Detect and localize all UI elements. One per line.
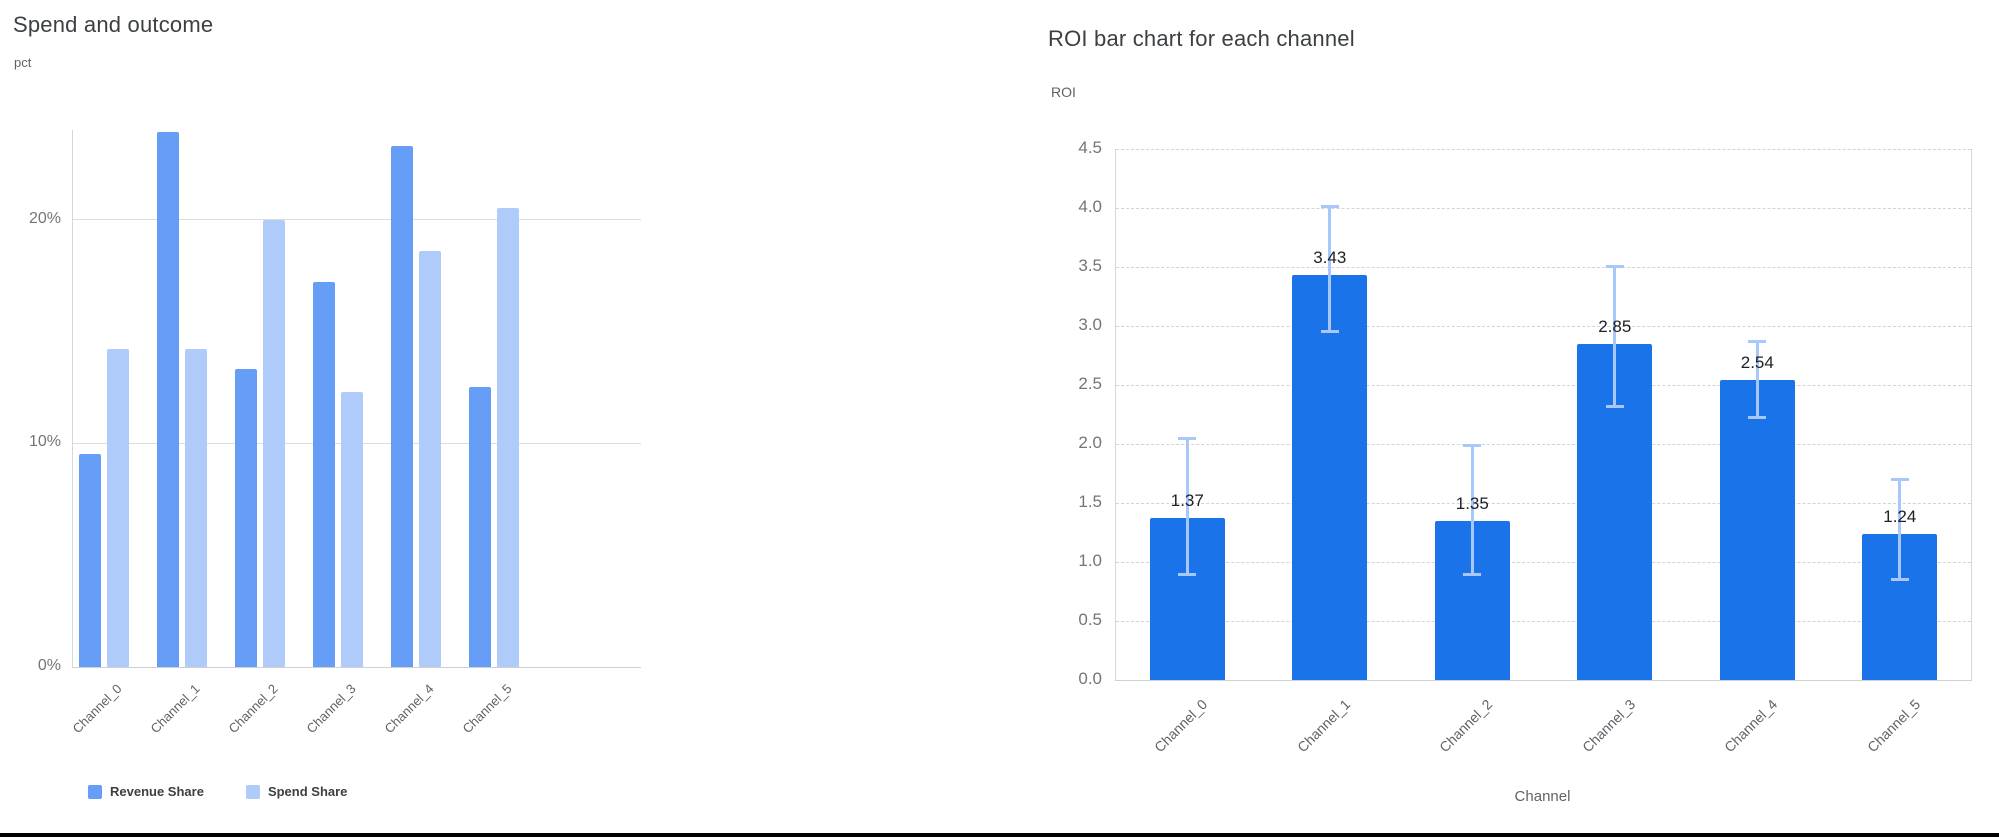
y-tick-label: 3.5 [1078,256,1102,275]
bar-value-label: 1.24 [1883,506,1917,526]
gridline [1116,562,1971,563]
y-tick-label: 4.5 [1078,138,1102,157]
legend-item-spend-share[interactable]: Spend Share [245,784,348,799]
error-bar-cap-bottom [1748,416,1767,419]
error-bar-cap-top [1890,478,1909,482]
bar-value-label: 2.85 [1598,316,1632,336]
bar-roi-channel-4[interactable] [1719,380,1795,680]
x-axis-label: Channel_1 [1293,696,1354,756]
bar-revenue-share-channel-0[interactable] [79,454,101,667]
y-tick-label: 0.0 [1078,669,1102,688]
y-tick-label: 20% [28,209,61,227]
error-bar-line [1755,341,1759,418]
left-y-axis-unit: pct [14,55,32,70]
bar-spend-share-channel-5[interactable] [497,208,519,667]
error-bar-line [1898,479,1902,580]
gridline [1116,149,1971,150]
y-tick-label: 3.0 [1078,315,1102,334]
error-bar-cap-top [1178,437,1197,441]
error-bar-cap-bottom [1463,573,1482,576]
gridline [1116,385,1971,386]
gridline [1116,503,1971,504]
error-bar-cap-top [1463,444,1482,448]
bar-value-label: 1.37 [1170,491,1204,511]
gridline [1116,444,1971,445]
bar-value-label: 3.43 [1313,248,1347,268]
right-y-axis-label: ROI [1051,84,1076,100]
bar-roi-channel-1[interactable] [1292,275,1368,680]
y-tick-label: 0.5 [1078,610,1102,629]
y-tick-label: 10% [28,433,61,451]
bar-spend-share-channel-3[interactable] [341,391,363,667]
bar-value-label: 2.54 [1740,353,1774,373]
error-bar-cap-bottom [1178,573,1197,576]
left-chart-title: Spend and outcome [13,12,214,37]
legend-label: Spend Share [267,784,348,799]
error-bar-line [1328,205,1332,332]
legend-label: Revenue Share [110,784,204,799]
revenue-share-swatch-icon [88,784,102,799]
y-tick-label: 2.0 [1078,433,1102,452]
y-tick-label: 4.0 [1078,197,1102,216]
gridline [73,219,641,220]
right-x-axis-title: Channel [1514,788,1571,805]
error-bar-cap-bottom [1320,329,1339,333]
gridline [1116,267,1971,268]
roi-plot-area: 0.0 0.5 1.0 1.5 2.0 2.5 3.0 3.5 4.0 4.5 1.37 3.43 1.… [1078,138,1972,755]
error-bar-cap-bottom [1605,405,1624,409]
bar-spend-share-channel-0[interactable] [107,349,129,667]
gridline [1116,326,1971,327]
y-tick-label: 1.0 [1078,551,1102,570]
y-tick-label: 1.5 [1078,492,1102,511]
window-bottom-frame [0,833,1999,837]
bar-spend-share-channel-4[interactable] [419,250,441,667]
left-chart-legend: Revenue Share Spend Share [88,784,347,799]
error-bar-line [1185,438,1189,575]
bar-revenue-share-channel-5[interactable] [469,387,491,667]
x-axis-label: Channel_5 [1863,696,1924,756]
error-bar-cap-top [1748,340,1767,344]
bar-revenue-share-channel-3[interactable] [313,282,335,667]
bar-spend-share-channel-1[interactable] [185,349,207,667]
y-tick-label: 2.5 [1078,374,1102,393]
error-bar-cap-top [1320,204,1339,208]
bar-value-label: 1.35 [1455,493,1489,513]
gridline [1116,208,1971,209]
error-bar-line [1613,265,1617,408]
x-axis-label: Channel_0 [1151,696,1211,756]
legend-item-revenue-share[interactable]: Revenue Share [88,784,204,799]
bar-spend-share-channel-2[interactable] [263,219,285,667]
bar-revenue-share-channel-2[interactable] [235,369,257,667]
error-bar-line [1470,445,1474,575]
bar-revenue-share-channel-1[interactable] [157,132,179,667]
bar-revenue-share-channel-4[interactable] [391,145,413,667]
right-chart-title: ROI bar chart for each channel [1048,26,1355,51]
error-bar-cap-bottom [1890,577,1909,581]
y-tick-label: 0% [37,657,61,674]
error-bar-cap-top [1605,264,1624,268]
spend-outcome-plot-area: 0% 10% 20% Channel_0 Channel_1 Channel_2 Chann… [29,130,641,736]
gridline [1116,621,1971,622]
spend-share-swatch-icon [245,784,260,799]
